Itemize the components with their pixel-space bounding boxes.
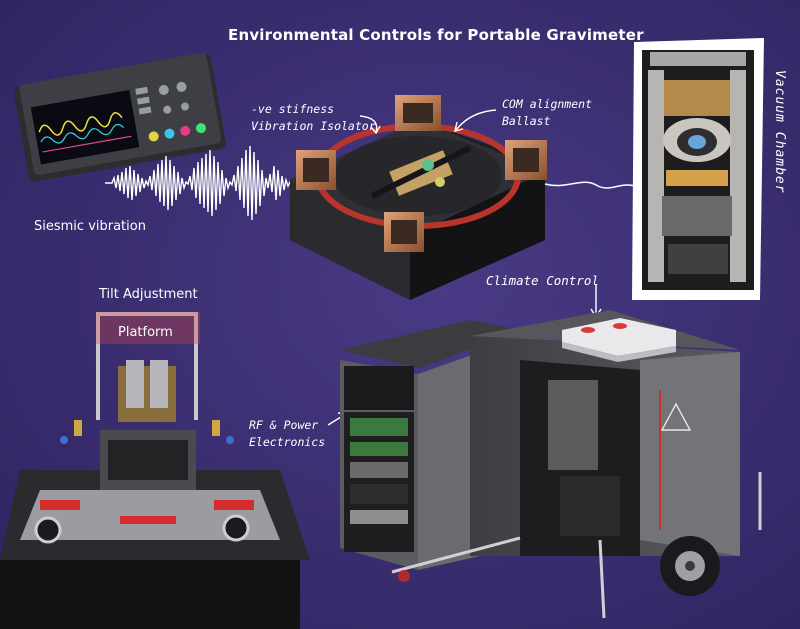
vibration-isolator <box>290 95 547 300</box>
seismic-waveform <box>105 145 297 221</box>
com-line-1: COM alignment <box>502 97 593 111</box>
label-rf-power: RF & Power Electronics <box>249 417 325 451</box>
vacuum-chamber <box>632 38 764 300</box>
label-seismic-vibration: Siesmic vibration <box>34 219 146 234</box>
label-tilt-adjustment: Tilt Adjustment <box>99 287 198 302</box>
label-com-alignment: COM alignment Ballast <box>502 96 592 130</box>
oscilloscope <box>14 52 226 182</box>
connection-cable <box>544 181 636 189</box>
rf-line-2: Electronics <box>249 435 326 449</box>
isolator-line-2: Vibration Isolator <box>251 119 376 133</box>
rf-line-1: RF & Power <box>249 418 319 432</box>
figure-title: Environmental Controls for Portable Grav… <box>228 26 644 44</box>
label-climate-control: Climate Control <box>486 273 599 288</box>
label-platform: Platform <box>118 325 173 340</box>
label-vibration-isolator: -ve stifness Vibration Isolator <box>251 101 376 135</box>
tilt-platform <box>0 259 310 629</box>
label-vacuum-chamber: Vacuum Chamber <box>772 70 787 194</box>
com-line-2: Ballast <box>502 114 551 128</box>
climate-trailer <box>340 310 762 619</box>
isolator-line-1: -ve stifness <box>251 102 335 116</box>
